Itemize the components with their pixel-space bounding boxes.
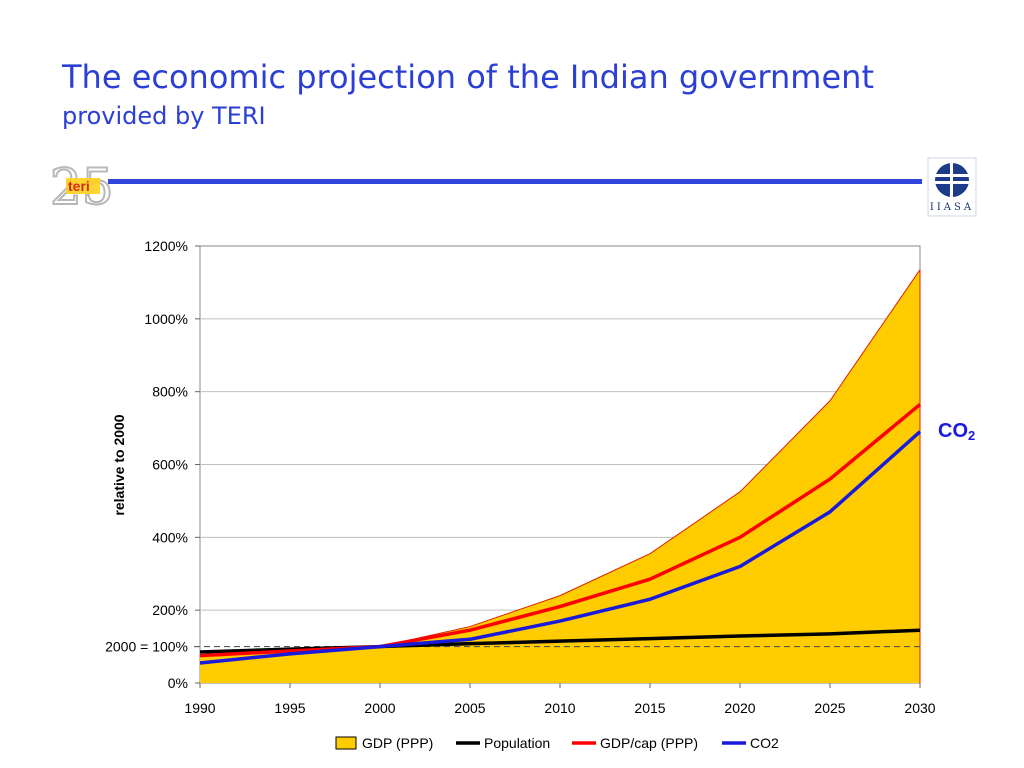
x-tick-label: 2025 (814, 700, 845, 716)
co2-annotation: CO2 (938, 420, 976, 443)
legend-label-gdp-ppp: GDP (PPP) (362, 735, 433, 751)
x-tick-label: 1990 (184, 700, 215, 716)
x-tick-label: 2020 (724, 700, 755, 716)
iiasa-globe-icon (927, 157, 977, 217)
x-tick-label: 2010 (544, 700, 575, 716)
legend-swatch-gdp-ppp (335, 736, 357, 750)
teri-logo-text: teri (68, 178, 90, 194)
x-tick-label: 2005 (454, 700, 485, 716)
y-axis-title: relative to 2000 (111, 414, 127, 515)
legend-label-population: Population (484, 735, 550, 751)
y-tick-label: 400% (152, 529, 188, 545)
x-tick-label: 2000 (364, 700, 395, 716)
y-tick-label: 800% (152, 384, 188, 400)
y-tick-label: 1000% (144, 311, 188, 327)
x-tick-label: 2015 (634, 700, 665, 716)
iiasa-logo-text: IIASA (929, 202, 975, 213)
y-tick-label: 200% (152, 602, 188, 618)
y-tick-label: 600% (152, 457, 188, 473)
slide-subtitle: provided by TERI (62, 102, 266, 130)
teri-25-logo-icon: 25 teri (49, 157, 112, 217)
y-tick-label: 1200% (144, 238, 188, 254)
slide-title: The economic projection of the Indian go… (62, 58, 874, 96)
series-line-gdp-cap-ppp (199, 403, 922, 658)
x-tick-label: 1995 (274, 700, 305, 716)
x-tick-label: 2030 (904, 700, 935, 716)
y-tick-label: 0% (168, 675, 188, 691)
legend-label-co2: CO2 (750, 735, 779, 751)
legend-label-gdp-cap-ppp: GDP/cap (PPP) (600, 735, 698, 751)
y-tick-label: 2000 = 100% (105, 639, 188, 655)
header-rule (108, 179, 922, 184)
series-line-co2 (199, 430, 922, 665)
series-area-gdp-ppp (200, 269, 920, 683)
